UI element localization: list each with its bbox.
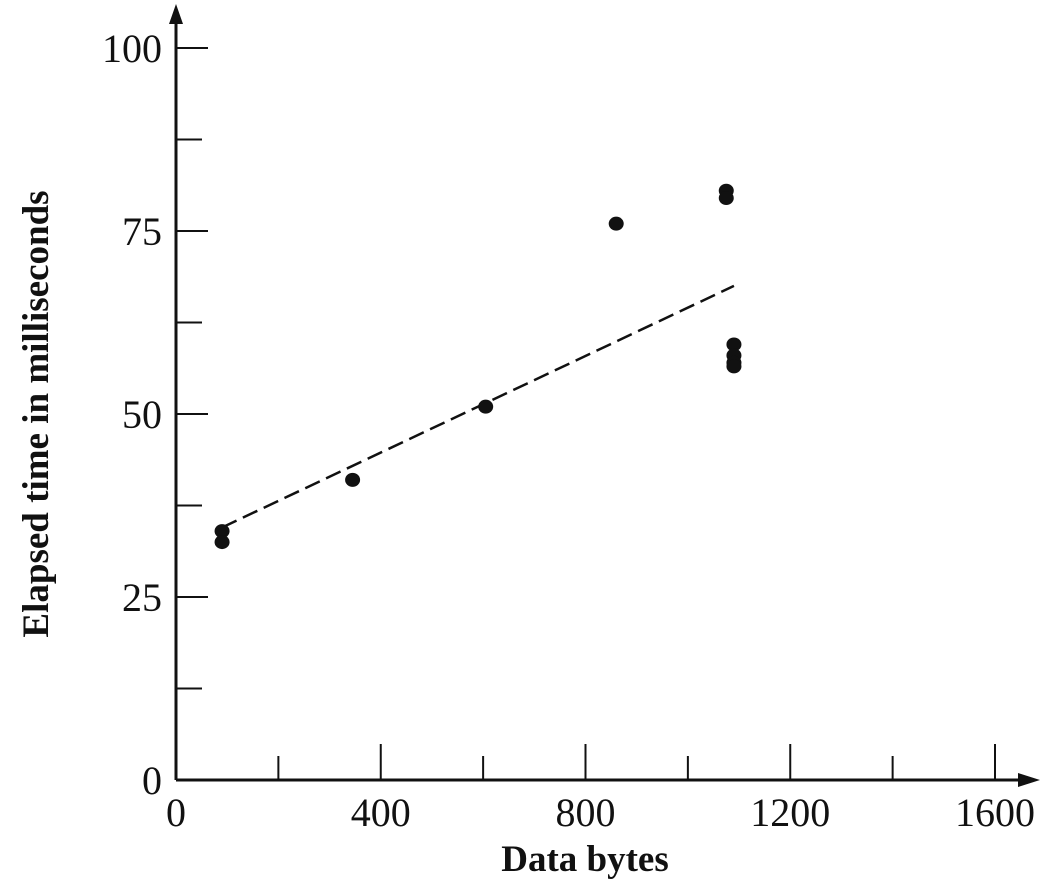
trend-line-group xyxy=(221,284,735,529)
data-point xyxy=(478,399,494,414)
x-axis-title: Data bytes xyxy=(501,839,669,879)
y-tick-label: 50 xyxy=(122,392,162,437)
y-tick-label: 25 xyxy=(122,575,162,620)
y-axis-title: Elapsed time in milliseconds xyxy=(16,190,57,637)
tick-labels: 0 400 800 1200 1600 0 25 50 75 100 xyxy=(102,26,1035,835)
data-point xyxy=(726,337,742,352)
data-point xyxy=(345,472,361,487)
data-point xyxy=(718,191,734,206)
data-point xyxy=(214,524,230,539)
data-point xyxy=(726,359,742,374)
data-point xyxy=(608,216,624,231)
x-tick-label: 400 xyxy=(351,790,411,835)
trend-line xyxy=(221,284,735,529)
y-tick-label: 75 xyxy=(122,209,162,254)
x-axis-arrowhead xyxy=(1018,773,1040,787)
data-point xyxy=(214,535,230,550)
data-points xyxy=(214,183,742,550)
x-tick-label: 800 xyxy=(556,790,616,835)
x-tick-label: 0 xyxy=(166,790,186,835)
y-tick-label: 0 xyxy=(142,758,162,803)
y-axis-arrowhead xyxy=(169,4,183,24)
ticks xyxy=(176,47,996,780)
y-tick-label: 100 xyxy=(102,26,162,71)
axes xyxy=(169,4,1040,787)
x-tick-label: 1200 xyxy=(750,790,830,835)
x-tick-label: 1600 xyxy=(955,790,1035,835)
